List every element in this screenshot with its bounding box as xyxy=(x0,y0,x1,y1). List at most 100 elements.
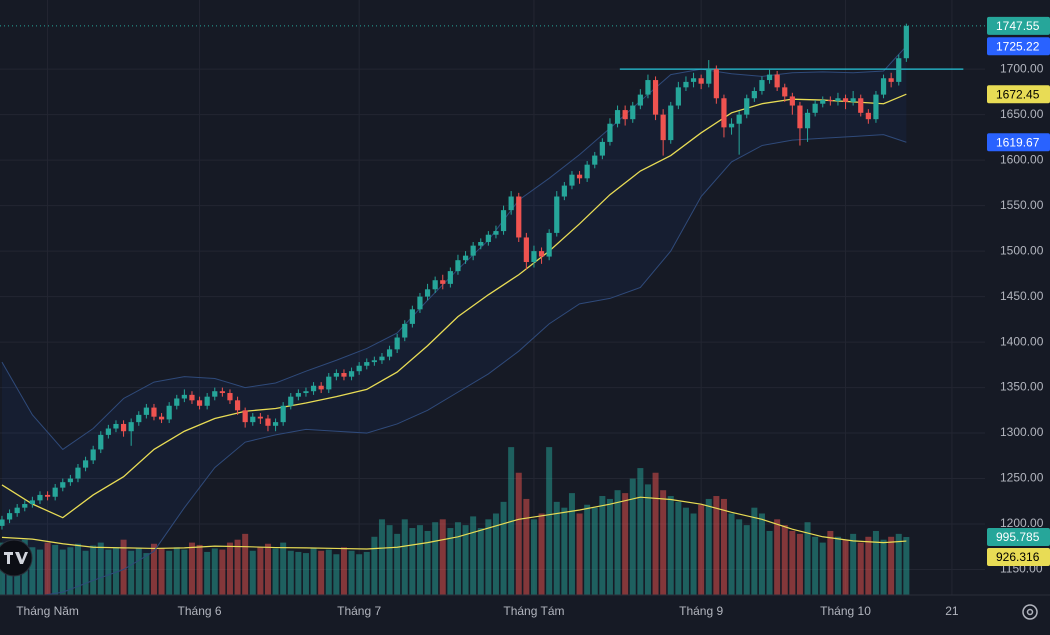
candle-body xyxy=(348,371,355,377)
price-tag xyxy=(987,85,1050,104)
candle-body xyxy=(782,87,788,97)
volume-bar xyxy=(682,507,689,595)
candle-body xyxy=(310,385,317,392)
volume-bar xyxy=(143,553,150,595)
candle-body xyxy=(52,487,58,497)
candle-body xyxy=(728,123,735,128)
gear-hub xyxy=(1026,608,1034,616)
candle-body xyxy=(424,289,431,297)
volume-bar xyxy=(128,550,135,595)
grid xyxy=(0,0,985,595)
volume-bar xyxy=(751,507,758,595)
candle-body xyxy=(531,251,537,263)
candle-body xyxy=(774,74,780,88)
volume-bar xyxy=(667,496,674,595)
candle-body xyxy=(614,110,621,124)
volume-bar xyxy=(546,447,553,595)
volume-bar xyxy=(29,547,36,595)
candle-body xyxy=(645,80,651,95)
volume-bar xyxy=(97,542,104,595)
volume-bar xyxy=(74,543,81,595)
candle-body xyxy=(485,234,491,243)
candle-body xyxy=(128,422,134,432)
candle-body xyxy=(67,478,73,483)
volume-bar xyxy=(447,528,454,595)
candle-body xyxy=(538,251,545,257)
candle-body xyxy=(22,504,28,508)
candle-body xyxy=(432,280,438,290)
volume-bar xyxy=(781,525,788,595)
volume-bar xyxy=(576,513,583,595)
y-tick-label: 1550.00 xyxy=(1000,198,1044,212)
candle-body xyxy=(873,94,879,120)
volume-bar xyxy=(872,530,879,595)
volume-bar xyxy=(90,545,97,595)
volume-bar xyxy=(766,530,773,595)
volume-bar xyxy=(318,550,325,595)
volume-bar xyxy=(135,548,142,595)
price-tag xyxy=(987,16,1050,35)
logo xyxy=(0,539,33,577)
candle-body xyxy=(546,232,552,257)
volume-bar xyxy=(774,519,781,595)
y-tick-label: 1400.00 xyxy=(1000,334,1044,348)
candle-body xyxy=(280,405,286,423)
candle-body xyxy=(14,507,20,514)
volume-bar xyxy=(834,536,841,595)
candle-body xyxy=(440,280,446,284)
volume-bar xyxy=(158,548,165,595)
candle-body xyxy=(6,513,13,520)
candle-body xyxy=(675,87,681,106)
candle-body xyxy=(242,410,248,423)
volume-bar xyxy=(59,549,66,595)
candle-body xyxy=(690,78,697,82)
volume-bar xyxy=(895,533,902,595)
candle-body xyxy=(295,393,301,397)
candle-body xyxy=(637,94,643,106)
volume-bar xyxy=(888,536,895,595)
volume-bar xyxy=(439,519,446,595)
volume-bar xyxy=(287,550,294,595)
candle-body xyxy=(265,418,271,426)
candle-body xyxy=(204,396,210,406)
candle-body xyxy=(0,519,5,526)
candle-body xyxy=(326,376,332,390)
volume-bar xyxy=(622,493,629,595)
settings-button[interactable] xyxy=(1022,604,1038,620)
candle-body xyxy=(478,242,484,246)
volume-bar xyxy=(325,549,332,595)
volume-bar xyxy=(295,551,302,595)
candle-body xyxy=(493,231,499,235)
candle-body xyxy=(120,423,127,432)
volume-bar xyxy=(758,513,765,595)
candle-body xyxy=(364,362,370,366)
volume-bar xyxy=(401,519,408,595)
volume-bar xyxy=(462,525,469,595)
candle-body xyxy=(90,449,96,461)
candle-body xyxy=(569,174,575,186)
volume-bar xyxy=(599,496,606,595)
volume-bar xyxy=(44,542,51,595)
volume-bar xyxy=(728,513,735,595)
volume-bar xyxy=(561,507,568,595)
candle-body xyxy=(698,78,704,84)
candle-body xyxy=(174,398,180,406)
volume-bar xyxy=(264,543,271,595)
price-tag-label: 1747.55 xyxy=(996,19,1040,33)
candle-body xyxy=(371,360,377,363)
volume-bar xyxy=(660,490,667,595)
volume-bar xyxy=(120,539,127,595)
candle-body xyxy=(683,81,689,88)
price-tag xyxy=(987,528,1050,547)
price-tag-label: 995.785 xyxy=(996,530,1040,544)
candle-body xyxy=(158,416,165,420)
candle-body xyxy=(721,98,727,128)
volume-bar xyxy=(219,549,226,595)
volume-bar xyxy=(644,484,651,595)
candle-body xyxy=(850,98,856,102)
price-tag-label: 1672.45 xyxy=(996,87,1040,101)
gear-icon[interactable] xyxy=(1022,604,1038,620)
price-tag xyxy=(987,548,1050,567)
candle-body xyxy=(166,405,172,420)
